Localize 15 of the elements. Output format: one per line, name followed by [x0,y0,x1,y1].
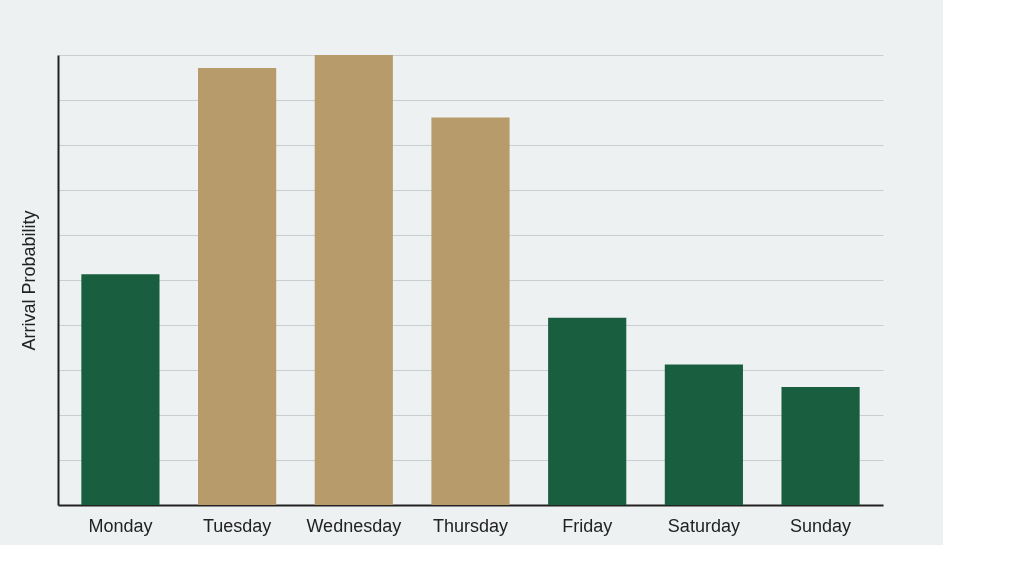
bar [314,55,393,505]
bar [548,317,627,505]
bar [664,364,743,505]
bar [781,387,860,505]
x-tick-label: Sunday [790,515,852,536]
x-tick-label: Saturday [667,515,740,536]
y-axis-title: Arrival Probability [18,210,39,351]
bar [431,117,510,505]
x-tick-label: Monday [88,515,153,536]
x-tick-label: Wednesday [306,515,402,536]
bar [198,68,277,505]
bar [81,274,160,505]
x-tick-label: Friday [562,515,613,536]
x-tick-label: Tuesday [202,515,272,536]
x-tick-label: Thursday [432,515,509,536]
